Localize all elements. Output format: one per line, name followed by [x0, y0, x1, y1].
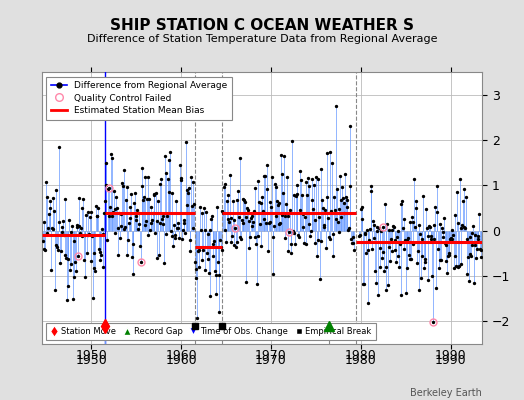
Text: 1980: 1980	[345, 349, 377, 362]
Text: 1960: 1960	[166, 349, 197, 362]
Legend: Station Move, Record Gap, Time of Obs. Change, Empirical Break: Station Move, Record Gap, Time of Obs. C…	[46, 322, 376, 340]
Text: 1990: 1990	[435, 349, 466, 362]
Text: Difference of Station Temperature Data from Regional Average: Difference of Station Temperature Data f…	[87, 34, 437, 44]
Text: 1970: 1970	[255, 349, 287, 362]
Text: 1950: 1950	[75, 349, 107, 362]
Text: SHIP STATION C OCEAN WEATHER S: SHIP STATION C OCEAN WEATHER S	[110, 18, 414, 33]
Text: Berkeley Earth: Berkeley Earth	[410, 388, 482, 398]
